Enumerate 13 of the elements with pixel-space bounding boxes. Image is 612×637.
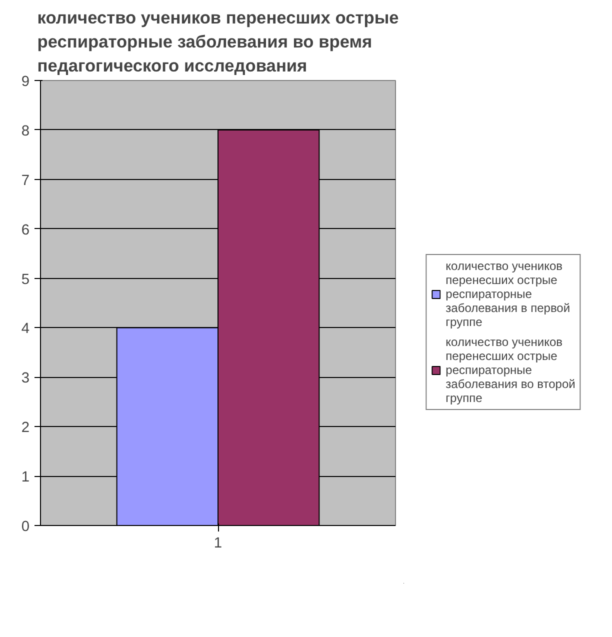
- y-tick-label: 5: [21, 272, 30, 288]
- y-tick-label: 7: [21, 172, 30, 189]
- y-tick-label: 4: [21, 321, 30, 338]
- y-tick-label: 3: [21, 370, 30, 387]
- y-tick-label: 6: [21, 222, 30, 238]
- legend-label: количество учеников перенесших острые респираторные заболевания во второй группе: [446, 334, 576, 404]
- y-tick-label: 9: [21, 74, 30, 90]
- y-tick-label: 8: [21, 123, 30, 140]
- y-tick-label: 0: [21, 519, 30, 535]
- chart-title: количество учеников перенесших острые респираторные заболевания во время педагогического исследования: [37, 8, 400, 76]
- y-tick-label: 1: [21, 470, 30, 486]
- legend-label: количество учеников перенесших острые респираторные заболевания в первой группе: [446, 258, 570, 328]
- y-tick-label: 2: [21, 420, 30, 436]
